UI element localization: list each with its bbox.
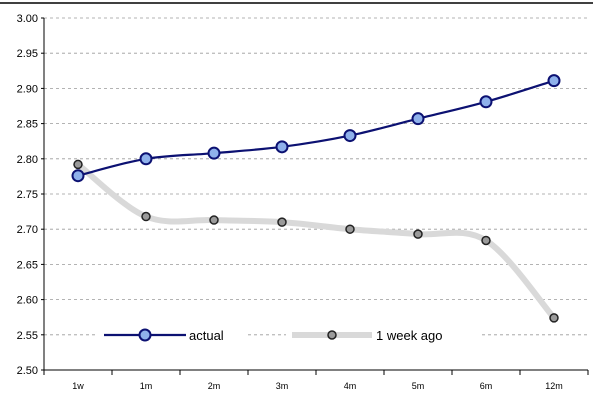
x-tick-label: 4m	[344, 381, 357, 391]
y-tick-label: 2.60	[17, 295, 38, 307]
y-tick-label: 3.00	[17, 13, 38, 25]
y-tick-label: 2.80	[17, 154, 38, 166]
data-point-1-week-ago	[345, 224, 355, 234]
y-tick-label: 2.75	[17, 189, 38, 201]
data-point-1-week-ago	[549, 313, 559, 323]
legend-label-1-week-ago: 1 week ago	[376, 328, 443, 343]
y-tick-label: 2.70	[17, 224, 38, 236]
data-point-1-week-ago	[73, 159, 83, 170]
x-tick-label: 5m	[412, 381, 425, 391]
data-point-1-week-ago	[413, 229, 423, 239]
legend-label-actual: actual	[189, 328, 224, 343]
data-point-actual	[479, 95, 493, 109]
data-point-actual	[139, 152, 153, 166]
x-tick-label: 1w	[72, 381, 84, 391]
legend-marker-1-week-ago	[327, 330, 337, 340]
x-tick-label: 12m	[545, 381, 563, 391]
data-point-1-week-ago	[481, 235, 491, 246]
y-tick-label: 2.55	[17, 330, 38, 342]
y-tick-label: 2.95	[17, 48, 38, 60]
data-point-actual	[343, 129, 357, 143]
axes	[41, 17, 589, 375]
data-point-actual	[411, 112, 425, 126]
x-tick-label: 1m	[140, 381, 153, 391]
gridlines	[44, 17, 588, 336]
y-tick-label: 2.90	[17, 83, 38, 95]
x-tick-label: 3m	[276, 381, 289, 391]
y-axis-ticks: 3.00 2.95 2.90 2.85 2.80 2.75 2.70 2.65 2.60 2.55…	[17, 13, 38, 377]
data-point-actual	[547, 74, 561, 88]
data-point-1-week-ago	[209, 215, 219, 225]
data-point-1-week-ago	[141, 211, 151, 222]
legend-marker-actual	[138, 328, 152, 342]
data-point-actual	[71, 169, 85, 183]
x-tick-label: 6m	[480, 381, 493, 391]
x-tick-label: 2m	[208, 381, 221, 391]
y-tick-label: 2.50	[17, 365, 38, 377]
y-tick-label: 2.65	[17, 259, 38, 271]
data-point-actual	[275, 140, 289, 154]
legend: actual 1 week ago	[98, 321, 482, 349]
y-tick-label: 2.85	[17, 119, 38, 131]
data-point-1-week-ago	[277, 217, 287, 227]
series-group	[71, 74, 561, 323]
x-axis-ticks: 1w 1m 2m 3m 4m 5m 6m 12m	[72, 381, 563, 391]
data-point-actual	[207, 146, 221, 160]
